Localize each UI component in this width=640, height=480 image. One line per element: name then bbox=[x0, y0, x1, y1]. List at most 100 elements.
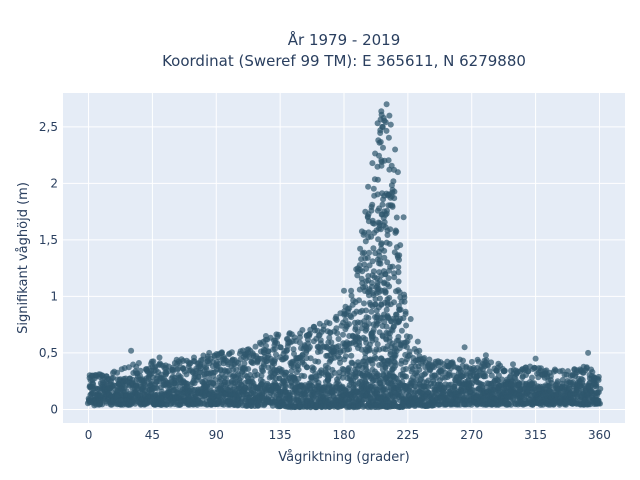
y-tick-label: 1 bbox=[50, 289, 58, 303]
data-point bbox=[372, 296, 379, 303]
data-point bbox=[178, 356, 185, 363]
data-point bbox=[380, 144, 386, 151]
data-point bbox=[318, 367, 325, 374]
data-point bbox=[382, 289, 389, 296]
data-point bbox=[373, 355, 380, 362]
data-point bbox=[340, 331, 346, 338]
data-point bbox=[378, 108, 385, 115]
data-point bbox=[386, 112, 393, 119]
x-axis-title: Vågriktning (grader) bbox=[278, 450, 409, 465]
data-point bbox=[423, 383, 430, 390]
data-point bbox=[295, 366, 302, 373]
data-point bbox=[342, 317, 349, 324]
data-point bbox=[369, 258, 376, 265]
data-point bbox=[301, 373, 308, 380]
data-point bbox=[262, 333, 269, 339]
data-point bbox=[407, 333, 413, 340]
data-point bbox=[233, 359, 240, 366]
data-point bbox=[128, 347, 135, 354]
data-point bbox=[299, 327, 306, 333]
data-point bbox=[370, 268, 377, 275]
data-point bbox=[400, 214, 407, 221]
data-point bbox=[451, 383, 458, 390]
data-point bbox=[366, 249, 373, 256]
data-point bbox=[391, 195, 398, 202]
data-point bbox=[282, 383, 289, 390]
data-point bbox=[374, 176, 381, 183]
y-tick-label: 2,5 bbox=[39, 120, 58, 134]
data-point bbox=[290, 346, 297, 353]
data-point bbox=[259, 378, 266, 385]
data-point bbox=[366, 346, 373, 353]
data-point bbox=[305, 345, 312, 352]
data-point bbox=[355, 334, 362, 341]
data-point bbox=[326, 320, 333, 327]
data-point bbox=[389, 202, 396, 209]
data-point bbox=[379, 123, 386, 130]
data-point bbox=[372, 336, 379, 343]
data-point bbox=[362, 336, 369, 343]
y-tick-label: 0 bbox=[50, 402, 58, 416]
data-point bbox=[368, 207, 375, 214]
data-point bbox=[265, 352, 272, 359]
data-point bbox=[216, 360, 223, 367]
data-point bbox=[421, 371, 428, 378]
data-point bbox=[461, 344, 468, 351]
data-point bbox=[333, 317, 340, 323]
data-point bbox=[326, 334, 333, 341]
data-point bbox=[352, 324, 359, 331]
data-point bbox=[414, 372, 420, 379]
data-point bbox=[374, 282, 381, 289]
data-point bbox=[284, 347, 291, 354]
data-point bbox=[380, 114, 387, 121]
data-point bbox=[421, 355, 428, 361]
data-point bbox=[374, 320, 381, 327]
data-point bbox=[260, 368, 266, 375]
data-point bbox=[363, 326, 370, 332]
data-point bbox=[369, 160, 376, 167]
y-axis-title: Signifikant våghöjd (m) bbox=[16, 182, 31, 334]
data-point bbox=[335, 336, 342, 342]
data-point bbox=[387, 226, 394, 233]
data-point bbox=[356, 262, 363, 269]
data-point bbox=[365, 320, 372, 327]
data-point bbox=[387, 121, 394, 128]
data-point bbox=[252, 343, 259, 350]
data-point bbox=[304, 364, 310, 371]
data-point bbox=[391, 342, 398, 349]
data-point bbox=[416, 366, 423, 373]
data-point bbox=[348, 292, 355, 299]
data-point bbox=[362, 208, 369, 215]
data-point bbox=[200, 352, 207, 359]
data-point bbox=[393, 375, 400, 382]
data-point bbox=[510, 361, 516, 368]
data-point bbox=[336, 355, 343, 362]
data-point bbox=[317, 337, 324, 344]
data-point bbox=[366, 292, 372, 299]
data-point bbox=[103, 373, 110, 380]
data-point bbox=[369, 201, 376, 208]
data-point bbox=[395, 264, 402, 271]
data-point bbox=[383, 323, 390, 330]
data-point bbox=[163, 369, 170, 376]
data-point bbox=[277, 344, 284, 351]
data-point bbox=[407, 316, 414, 322]
data-point bbox=[374, 370, 380, 377]
data-point bbox=[263, 342, 269, 349]
data-point bbox=[401, 298, 408, 305]
data-point bbox=[308, 382, 315, 389]
data-point bbox=[488, 359, 495, 366]
data-point bbox=[346, 321, 352, 328]
data-point bbox=[375, 236, 382, 243]
data-point bbox=[396, 307, 403, 313]
data-point bbox=[348, 352, 355, 359]
data-point bbox=[335, 343, 342, 350]
data-point bbox=[206, 349, 213, 356]
data-point bbox=[370, 245, 377, 252]
data-point bbox=[363, 307, 369, 314]
data-point bbox=[381, 247, 388, 254]
data-point bbox=[274, 333, 281, 340]
data-point bbox=[401, 373, 408, 380]
data-point bbox=[379, 201, 386, 208]
data-point bbox=[395, 287, 402, 294]
